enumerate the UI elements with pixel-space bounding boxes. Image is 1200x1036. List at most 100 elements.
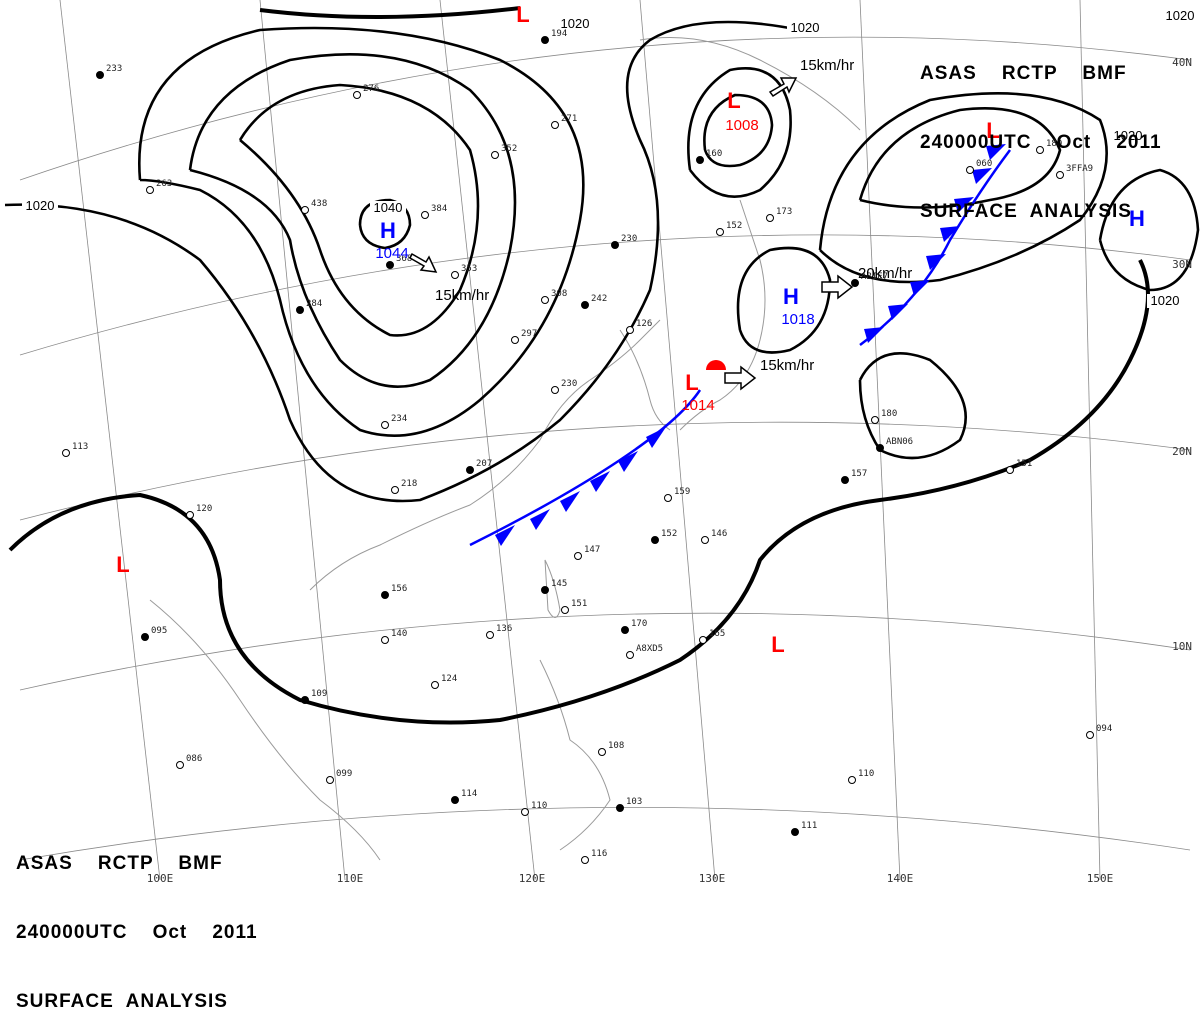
- station-plot: 113: [62, 442, 88, 457]
- station-pressure: 146: [711, 529, 727, 539]
- movement-speed-label: 15km/hr: [435, 287, 489, 304]
- station-plot: 308: [541, 289, 567, 304]
- station-plot: 110: [848, 769, 874, 784]
- station-circle: [296, 306, 304, 314]
- station-circle: [1056, 171, 1064, 179]
- station-circle: [766, 214, 774, 222]
- center-pressure-value: 1018: [781, 311, 814, 328]
- station-plot: 276: [353, 84, 379, 99]
- movement-speed-label: 15km/hr: [760, 357, 814, 374]
- station-circle: [541, 586, 549, 594]
- station-pressure: ABIE7: [861, 272, 888, 282]
- coast-japan: [679, 199, 766, 431]
- station-circle: [521, 808, 529, 816]
- cold-front-triangle: [954, 197, 974, 213]
- station-pressure: 111: [801, 821, 817, 831]
- station-plot: 060: [966, 159, 992, 174]
- station-plot: 165: [699, 629, 725, 644]
- station-pressure: 180: [1046, 139, 1062, 149]
- station-pressure: 242: [591, 294, 607, 304]
- station-circle: [841, 476, 849, 484]
- station-pressure: ABN06: [886, 437, 913, 447]
- latitude-line-10n: [19, 612, 1191, 691]
- cold-front-triangle: [530, 509, 550, 530]
- station-plot: 094: [1086, 724, 1112, 739]
- station-circle: [611, 241, 619, 249]
- header-bottom-line1: ASAS RCTP BMF: [16, 853, 223, 874]
- longitude-label: 130E: [699, 872, 726, 885]
- station-plot: 230: [551, 379, 577, 394]
- low-letter: L: [727, 88, 740, 113]
- station-circle: [381, 421, 389, 429]
- coast-indochina: [149, 599, 381, 861]
- coast-korea: [619, 329, 671, 431]
- station-pressure: 152: [661, 529, 677, 539]
- cold-front-triangle: [926, 254, 946, 270]
- center-pressure-value: 1044: [375, 245, 408, 262]
- longitude-line-130e: [639, 0, 716, 881]
- station-pressure: 234: [391, 414, 407, 424]
- station-circle: [651, 536, 659, 544]
- cold-front-triangle: [618, 451, 638, 472]
- low-letter: L: [771, 632, 784, 657]
- station-circle: [146, 186, 154, 194]
- station-circle: [541, 296, 549, 304]
- station-plot: 207: [466, 459, 492, 474]
- station-plot: 180: [1036, 139, 1062, 154]
- cold-front-triangle: [972, 168, 992, 184]
- longitude-line-100e: [59, 0, 161, 881]
- station-circle: [451, 271, 459, 279]
- station-circle: [62, 449, 70, 457]
- station-plot: 109: [301, 689, 327, 704]
- station-circle: [701, 536, 709, 544]
- station-plot: 099: [326, 769, 352, 784]
- cold-front-triangle: [590, 471, 610, 492]
- station-pressure: 110: [531, 801, 547, 811]
- station-pressure: 156: [391, 584, 407, 594]
- movement-speed-label: 15km/hr: [800, 57, 854, 74]
- station-pressure: 120: [196, 504, 212, 514]
- arrow-icon: [768, 77, 798, 98]
- latitude-label: 20N: [1172, 445, 1192, 458]
- longitude-label: 120E: [519, 872, 546, 885]
- station-circle: [716, 228, 724, 236]
- station-pressure: 060: [976, 159, 992, 169]
- latitude-line-20n: [19, 421, 1191, 521]
- station-pressure: 218: [401, 479, 417, 489]
- station-circle: [141, 633, 149, 641]
- isobar-high-1018: [736, 246, 832, 354]
- station-circle: [616, 804, 624, 812]
- station-plot: 095: [141, 626, 167, 641]
- station-pressure: 207: [476, 459, 492, 469]
- station-plot: 157: [841, 469, 867, 484]
- header-top-line1: ASAS RCTP BMF: [920, 63, 1127, 84]
- station-plot: 152: [716, 221, 742, 236]
- cold-front-triangle: [888, 304, 908, 320]
- station-plot: 384: [421, 204, 447, 219]
- station-plot: 242: [581, 294, 607, 309]
- station-plot: 111: [791, 821, 817, 836]
- station-pressure: 165: [709, 629, 725, 639]
- movement-arrow: 20km/hr: [821, 265, 912, 300]
- isobar-label-bg: [787, 21, 823, 35]
- station-circle: [626, 326, 634, 334]
- station-plot: 368: [386, 254, 412, 269]
- longitude-line-120e: [439, 0, 536, 881]
- station-pressure: 438: [311, 199, 327, 209]
- station-plot: 108: [598, 741, 624, 756]
- station-circle: [551, 121, 559, 129]
- isobar-inner-1: [137, 26, 585, 437]
- station-pressure: 159: [674, 487, 690, 497]
- station-circle: [699, 636, 707, 644]
- station-circle: [1006, 466, 1014, 474]
- station-circle: [848, 776, 856, 784]
- station-plot: 438: [301, 199, 327, 214]
- station-circle: [876, 444, 884, 452]
- station-plot: 353: [451, 264, 477, 279]
- station-pressure: 173: [776, 207, 792, 217]
- isobar-label-bg: [22, 199, 58, 213]
- station-pressure: 263: [156, 179, 172, 189]
- station-pressure: 116: [591, 849, 607, 859]
- station-plot: 151: [561, 599, 587, 614]
